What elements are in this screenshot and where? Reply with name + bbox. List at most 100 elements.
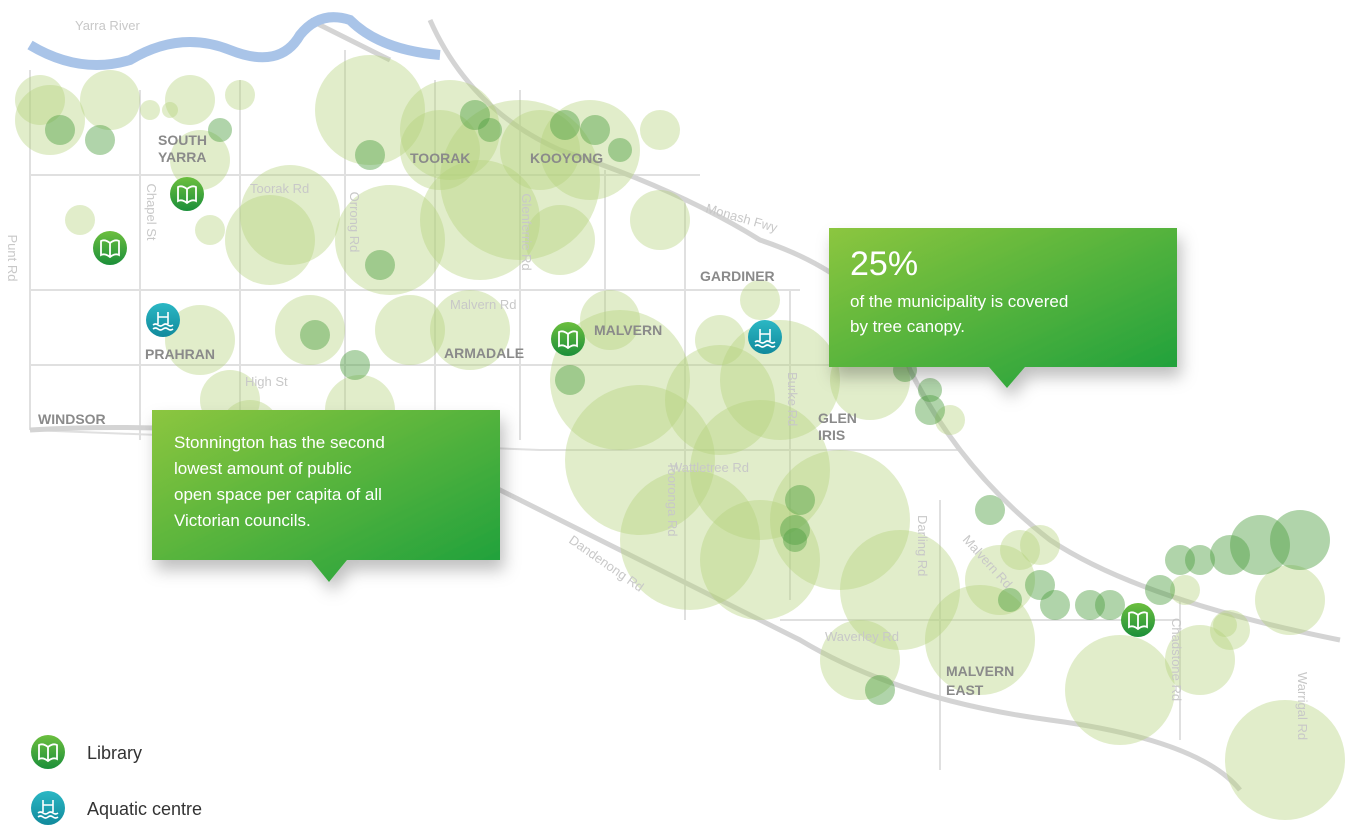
suburb-label: PRAHRAN	[145, 346, 215, 362]
canopy-circle	[315, 55, 425, 165]
canopy-circle	[15, 75, 65, 125]
canopy-circle	[165, 305, 235, 375]
canopy-circle	[820, 620, 900, 700]
suburb-label: MALVERN EAST	[946, 663, 1014, 698]
canopy-circle	[640, 110, 680, 150]
road-label: Chadstone Rd	[1169, 618, 1184, 701]
canopy-circle	[1040, 590, 1070, 620]
canopy-circle	[785, 485, 815, 515]
canopy-circle	[665, 345, 775, 455]
canopy-circle	[1020, 525, 1060, 565]
canopy-circle	[460, 100, 490, 130]
suburb-label: SOUTH YARRA	[158, 132, 207, 165]
canopy-circle	[580, 290, 640, 350]
canopy-circle	[355, 140, 385, 170]
callout-text: Stonnington has the second lowest amount …	[174, 433, 385, 530]
canopy-circle	[525, 205, 595, 275]
legend-label: Library	[87, 743, 142, 763]
canopy-circle	[1000, 530, 1040, 570]
canopy-circle	[555, 365, 585, 395]
river-label: Yarra River	[75, 18, 140, 33]
canopy-circle	[1095, 590, 1125, 620]
canopy-circle	[375, 295, 445, 365]
canopy-circle	[1213, 613, 1237, 637]
canopy-circle	[208, 118, 232, 142]
suburb-label: WINDSOR	[38, 411, 106, 427]
canopy-circle	[170, 130, 230, 190]
canopy-circle	[1230, 515, 1290, 575]
canopy-circle	[998, 588, 1022, 612]
canopy-circle	[965, 545, 1035, 615]
canopy-circle	[935, 405, 965, 435]
canopy-circle	[1185, 545, 1215, 575]
canopy-circle	[500, 110, 580, 190]
canopy-circle	[1065, 635, 1175, 745]
canopy-circle	[1270, 510, 1330, 570]
canopy-circle	[1025, 570, 1055, 600]
road-label: Glenferrie Rd	[519, 193, 534, 270]
canopy-circle	[690, 400, 830, 540]
road-label: Darling Rd	[915, 515, 930, 576]
canopy-circle	[195, 215, 225, 245]
canopy-circle	[165, 75, 215, 125]
canopy-circle	[430, 290, 510, 370]
canopy-circle	[162, 102, 178, 118]
canopy-circle	[550, 310, 690, 450]
suburb-label: MALVERN	[594, 322, 662, 338]
canopy-circle	[720, 320, 840, 440]
callout-text: of the municipality is covered by tree ca…	[850, 292, 1068, 336]
road-label: Chapel St	[144, 183, 159, 240]
suburb-label: GARDINER	[700, 268, 775, 284]
road-label: Burke Rd	[785, 372, 800, 426]
canopy-circle	[440, 100, 600, 260]
road-grid	[29, 50, 1181, 770]
canopy-circle	[1210, 535, 1250, 575]
suburb-label: TOORAK	[410, 150, 470, 166]
canopy-circle	[478, 118, 502, 142]
canopy-circle	[400, 110, 480, 190]
canopy-circle	[630, 190, 690, 250]
canopy-circle	[608, 138, 632, 162]
road-label: Waverley Rd	[825, 629, 899, 644]
legend: Library Aquatic centre	[30, 734, 202, 825]
canopy-circle	[580, 115, 610, 145]
canopy-circle	[275, 295, 345, 365]
canopy-circle	[770, 450, 910, 590]
canopy-circle	[550, 110, 580, 140]
canopy-circle	[85, 125, 115, 155]
canopy-circle	[335, 185, 445, 295]
river	[27, 12, 441, 70]
suburb-label: ARMADALE	[444, 345, 524, 361]
canopy-circle	[1225, 700, 1345, 820]
canopy-circle	[140, 100, 160, 120]
canopy-circle	[1145, 575, 1175, 605]
canopy-circle	[45, 115, 75, 145]
canopy-circle	[975, 495, 1005, 525]
canopy-circle	[740, 280, 780, 320]
tree-canopy	[15, 55, 1345, 820]
canopy-circle	[1075, 590, 1105, 620]
canopy-circle	[240, 165, 340, 265]
canopy-circle	[565, 385, 715, 535]
canopy-circle	[400, 80, 500, 180]
canopy-circle	[1210, 610, 1250, 650]
canopy-circle	[1165, 545, 1195, 575]
road-label: High St	[245, 374, 288, 389]
canopy-circle	[780, 515, 810, 545]
canopy-circle	[340, 350, 370, 380]
road-label: Wattletree Rd	[670, 460, 749, 475]
canopy-circle	[420, 160, 540, 280]
suburb-label: GLEN IRIS	[818, 410, 857, 443]
callout	[829, 228, 1177, 388]
callout	[152, 410, 500, 582]
canopy-circle	[840, 530, 960, 650]
legend-label: Aquatic centre	[87, 799, 202, 819]
canopy-circle	[80, 70, 140, 130]
road-label: Tooronga Rd	[665, 462, 680, 536]
canopy-circle	[1165, 625, 1235, 695]
canopy-circle	[225, 80, 255, 110]
canopy-circle	[695, 315, 745, 365]
road-label: Malvern Rd	[450, 297, 516, 312]
canopy-circle	[65, 205, 95, 235]
